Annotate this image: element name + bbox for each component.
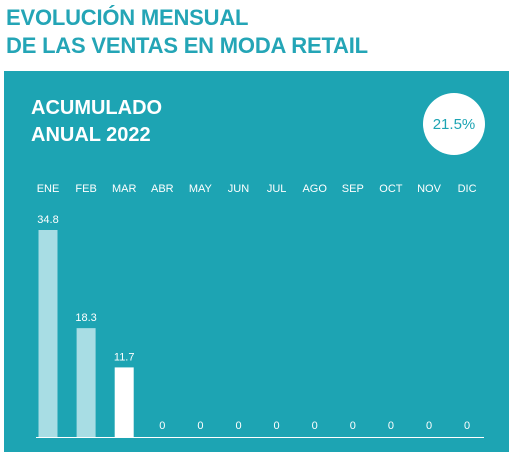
value-label: 18.3 xyxy=(75,312,96,324)
page-title: EVOLUCIÓN MENSUAL DE LAS VENTAS EN MODA … xyxy=(6,4,368,60)
month-label: JUN xyxy=(228,183,249,195)
month-label: MAR xyxy=(112,183,137,195)
value-label: 0 xyxy=(426,420,432,432)
month-label: ENE xyxy=(37,183,60,195)
month-label: SEP xyxy=(342,183,364,195)
month-label: NOV xyxy=(417,183,442,195)
value-label: 11.7 xyxy=(114,351,135,363)
annual-total-badge: 21.5% xyxy=(423,93,485,155)
month-label: ABR xyxy=(151,183,174,195)
value-label: 34.8 xyxy=(37,214,58,226)
month-label: OCT xyxy=(379,183,403,195)
month-label: DIC xyxy=(458,183,477,195)
monthly-sales-bar-chart: ENE 34.8 FEB 18.3 MAR 11.7 ABR 0 MAY 0 JUN 0 JUL 0 AGO… xyxy=(36,183,484,438)
month-label: FEB xyxy=(75,183,96,195)
month-label: JUL xyxy=(267,183,287,195)
value-label: 0 xyxy=(159,420,165,432)
value-label: 0 xyxy=(464,420,470,432)
value-label: 0 xyxy=(274,420,280,432)
chart-panel: ACUMULADO ANUAL 2022 21.5% ENE 34.8 FEB 18.… xyxy=(4,71,509,452)
bar xyxy=(76,328,96,437)
panel-heading-line-1: ACUMULADO xyxy=(31,97,163,119)
value-label: 0 xyxy=(312,420,318,432)
page-title-line-1: EVOLUCIÓN MENSUAL xyxy=(6,5,249,30)
month-label: AGO xyxy=(302,183,327,195)
value-label: 0 xyxy=(197,420,203,432)
value-label: 0 xyxy=(350,420,356,432)
bar xyxy=(114,367,134,437)
value-label: 0 xyxy=(388,420,394,432)
value-label: 0 xyxy=(235,420,241,432)
bar xyxy=(38,230,58,437)
page-title-line-2: DE LAS VENTAS EN MODA RETAIL xyxy=(6,33,368,58)
panel-heading: ACUMULADO ANUAL 2022 xyxy=(31,95,162,149)
panel-heading-line-2: ANUAL 2022 xyxy=(31,124,151,146)
month-label: MAY xyxy=(189,183,213,195)
